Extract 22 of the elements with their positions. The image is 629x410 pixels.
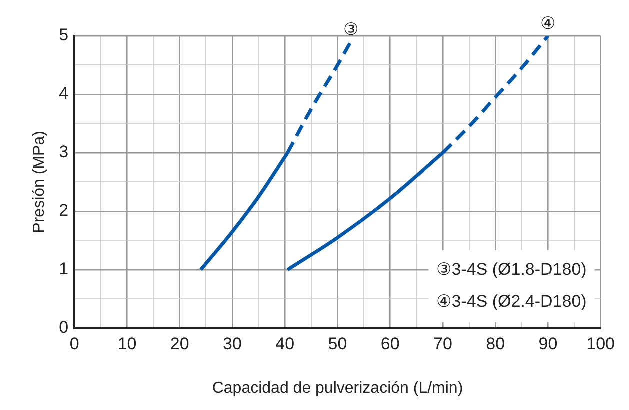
x-tick-label: 100 xyxy=(586,334,616,354)
x-tick-label: 80 xyxy=(486,334,506,354)
y-tick-label: 3 xyxy=(59,142,69,162)
annotation: ④ xyxy=(540,14,556,34)
annotation: ④3-4S (Ø2.4-D180) xyxy=(436,292,587,312)
x-tick-label: 70 xyxy=(434,334,452,354)
y-tick-label: 1 xyxy=(59,260,69,279)
x-tick-label: 40 xyxy=(276,334,295,354)
x-tick-label: 10 xyxy=(118,334,137,354)
x-tick-label: 90 xyxy=(538,334,558,354)
x-axis-title: Capacidad de pulverización (L/min) xyxy=(212,380,464,397)
y-axis-title: Presión (MPa) xyxy=(31,131,48,234)
y-tick-label: 5 xyxy=(59,26,69,45)
x-tick-label: 50 xyxy=(328,334,348,354)
annotation: ③ xyxy=(343,20,358,40)
annotation: ③3-4S (Ø1.8-D180) xyxy=(436,260,587,280)
x-tick-label: 30 xyxy=(223,334,242,354)
x-tick-label: 20 xyxy=(170,334,190,354)
x-tick-label: 60 xyxy=(380,334,400,354)
y-tick-label: 0 xyxy=(59,318,69,338)
y-tick-label: 4 xyxy=(59,84,69,104)
y-tick-label: 2 xyxy=(59,201,69,220)
